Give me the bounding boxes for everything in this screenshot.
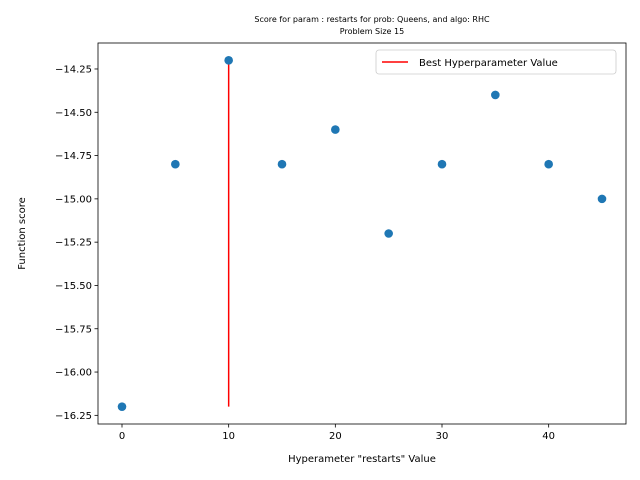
- y-tick-label: −14.25: [55, 64, 92, 75]
- y-tick-label: −15.25: [55, 238, 92, 249]
- x-tick-label: 20: [329, 431, 342, 442]
- data-point: [117, 402, 127, 411]
- scatter-series: [117, 56, 607, 411]
- y-tick-label: −15.50: [55, 281, 92, 292]
- x-tick-label: 10: [222, 431, 235, 442]
- data-point: [544, 159, 553, 169]
- plot-frame: [97, 42, 627, 425]
- y-axis: −16.25 −16.00 −15.75 −15.50 −15.25 −15.00 −14.…: [55, 64, 98, 422]
- data-point: [171, 159, 180, 169]
- plot-area: [98, 43, 626, 424]
- data-point: [277, 159, 287, 169]
- y-tick-label: −15.75: [55, 324, 92, 335]
- y-axis-label: Function score: [17, 197, 28, 270]
- y-tick-label: −16.00: [55, 368, 92, 379]
- data-point: [491, 90, 500, 100]
- legend-label: Best Hyperparameter Value: [419, 58, 558, 69]
- x-axis-label: Hyperameter "restarts" Value: [288, 454, 436, 465]
- chart-subtitle: Problem Size 15: [340, 27, 404, 36]
- data-point: [331, 125, 340, 134]
- x-tick-label: 40: [542, 431, 555, 442]
- data-point: [597, 194, 607, 204]
- legend-box: [375, 49, 617, 75]
- y-tick-label: −14.50: [55, 108, 92, 119]
- legend: Best Hyperparameter Value: [375, 49, 617, 75]
- y-tick-label: −16.25: [55, 411, 92, 422]
- x-tick-label: 0: [119, 431, 125, 442]
- y-tick-label: −15.00: [55, 194, 92, 205]
- chart-title: Score for param : restarts for prob: Que…: [254, 15, 490, 24]
- data-point: [437, 159, 447, 169]
- x-tick-label: 30: [436, 431, 449, 442]
- y-tick-label: −14.75: [55, 151, 92, 162]
- x-axis: 0 10 20 30 40: [119, 424, 555, 442]
- data-point: [224, 56, 233, 65]
- data-point: [384, 229, 393, 238]
